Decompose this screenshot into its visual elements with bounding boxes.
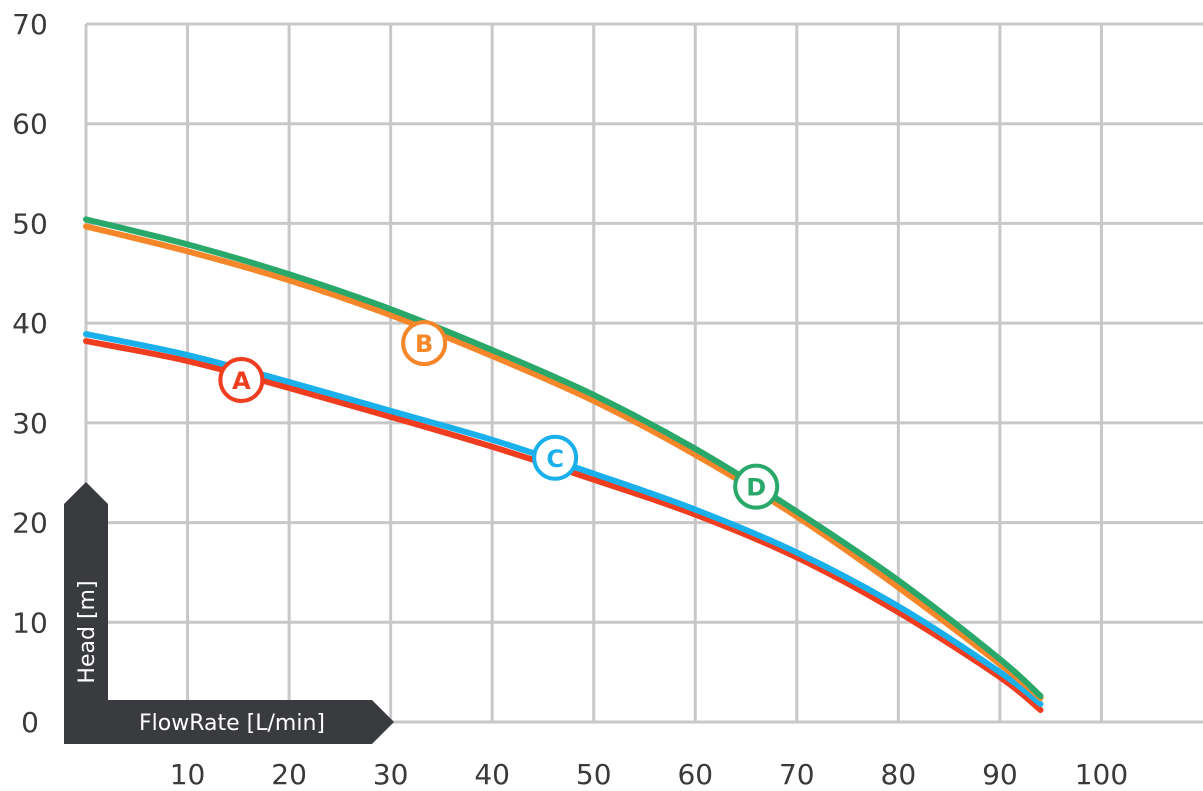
x-tick-labels: 10 20 30 40 50 60 70 80 90 100: [170, 758, 1128, 791]
y-tick-label: 70: [12, 8, 48, 41]
series-markers: A B C D: [218, 320, 780, 510]
y-axis-label: Head [m]: [64, 482, 108, 744]
x-tick-label: 40: [474, 758, 510, 791]
series-marker-B: B: [401, 320, 448, 367]
y-tick-label: 60: [12, 108, 48, 141]
series-marker-label: B: [415, 330, 433, 358]
y-tick-label: 20: [12, 507, 48, 540]
y-tick-label: 30: [12, 407, 48, 440]
x-tick-label: 90: [982, 758, 1018, 791]
x-tick-label: 100: [1075, 758, 1128, 791]
y-tick-label: 0: [21, 706, 39, 739]
y-tick-labels: 0 10 20 30 40 50 60 70: [12, 8, 48, 739]
y-axis-label-text: Head [m]: [75, 580, 100, 683]
series-marker-D: D: [733, 463, 780, 510]
x-axis-arrow: [64, 700, 394, 744]
series-marker-label: D: [746, 474, 766, 502]
series-marker-circle: [218, 356, 265, 403]
series-marker-C: C: [532, 434, 579, 481]
x-tick-label: 70: [779, 758, 815, 791]
x-tick-label: 60: [677, 758, 713, 791]
series-marker-circle: [401, 320, 448, 367]
x-tick-label: 80: [881, 758, 917, 791]
series-line-B: [83, 223, 1044, 702]
x-tick-label: 10: [170, 758, 206, 791]
x-tick-label: 30: [373, 758, 409, 791]
x-axis-label: FlowRate [L/min]: [64, 700, 394, 744]
y-tick-label: 50: [12, 207, 48, 240]
x-tick-label: 50: [576, 758, 612, 791]
series-marker-A: A: [218, 356, 265, 403]
y-tick-label: 40: [12, 307, 48, 340]
series-line-D: [83, 216, 1044, 700]
x-axis-label-text: FlowRate [L/min]: [139, 711, 325, 736]
y-tick-label: 10: [12, 606, 48, 639]
x-tick-label: 20: [271, 758, 307, 791]
series-marker-label: A: [232, 367, 251, 395]
series-marker-circle: [733, 463, 780, 510]
series-marker-circle: [532, 434, 579, 481]
y-axis-arrow: [64, 482, 108, 744]
series-marker-label: C: [546, 445, 564, 473]
